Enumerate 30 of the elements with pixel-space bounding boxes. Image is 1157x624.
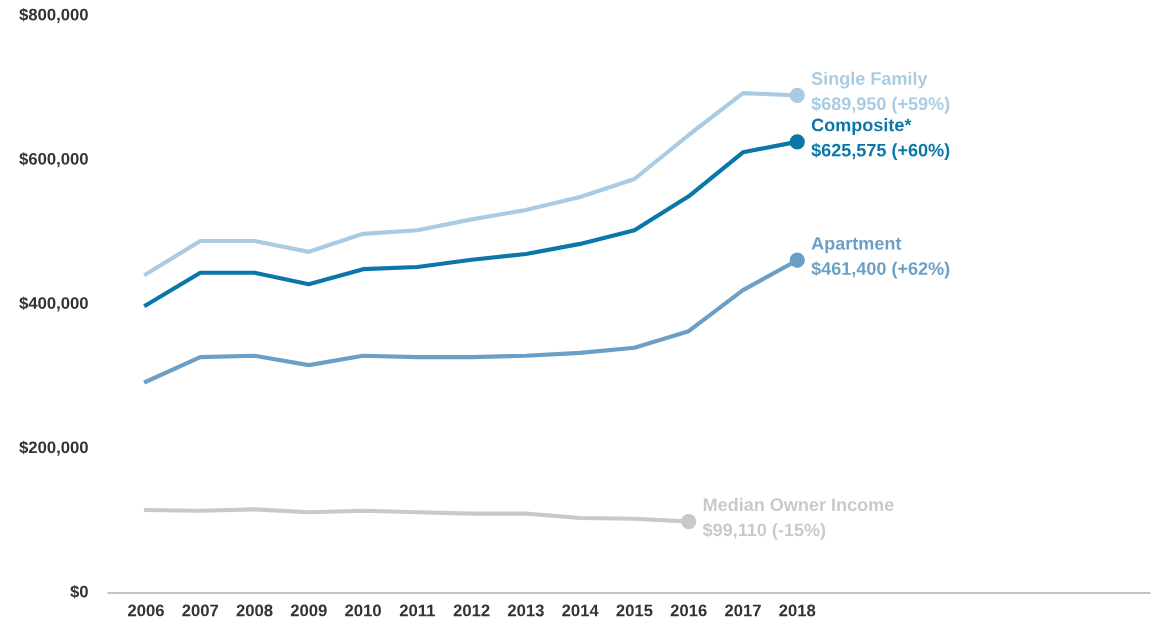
x-tick-label: 2016 xyxy=(670,604,707,617)
x-tick-label: 2014 xyxy=(562,604,599,617)
point xyxy=(789,87,805,104)
data-label: $461,400 (+62%) xyxy=(811,261,950,279)
series-label: Composite* xyxy=(811,118,912,135)
x-tick-label: 2006 xyxy=(128,604,164,617)
x-tick-label: 2018 xyxy=(779,604,816,617)
x-tick-label: 2011 xyxy=(399,604,435,617)
data-label: $689,950 (+59%) xyxy=(811,96,950,114)
x-tick-label: 2010 xyxy=(345,604,381,617)
x-tick-label: 2009 xyxy=(290,604,327,617)
y-tick-label: $400,000 xyxy=(19,296,88,312)
y-tick-label: $200,000 xyxy=(19,440,88,456)
x-tick-label: 2007 xyxy=(182,604,219,617)
data-label: $99,110 (-15%) xyxy=(702,522,826,540)
y-tick-label: $600,000 xyxy=(19,152,88,168)
series-label: Median Owner Income xyxy=(703,497,894,512)
point xyxy=(789,252,805,268)
series-label: Single Family xyxy=(811,71,928,89)
y-tick-label: $800,000 xyxy=(19,7,88,23)
x-tick-label: 2012 xyxy=(453,604,490,617)
point xyxy=(681,513,697,530)
x-tick-label: 2017 xyxy=(725,604,761,617)
x-tick-label: 2015 xyxy=(616,604,653,617)
y-tick-label: $0 xyxy=(70,584,88,599)
x-tick-label: 2013 xyxy=(507,604,544,617)
series-label: Apartment xyxy=(811,237,902,254)
x-tick-label: 2008 xyxy=(236,604,273,617)
data-label: $625,575 (+60%) xyxy=(811,142,950,161)
point xyxy=(789,134,805,150)
